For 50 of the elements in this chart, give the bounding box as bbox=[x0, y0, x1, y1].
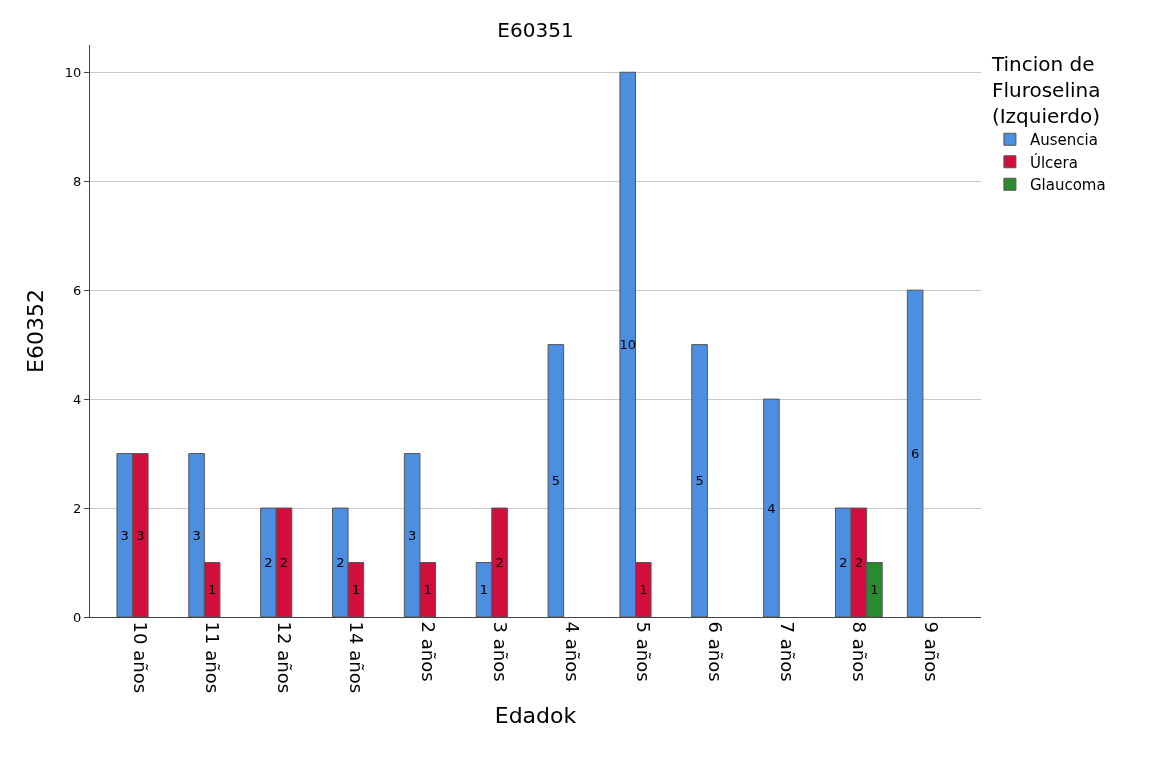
data-label: 4 bbox=[767, 500, 776, 516]
x-tick-label: 10 años bbox=[130, 621, 152, 694]
x-tick-label: 11 años bbox=[202, 621, 224, 694]
data-label: 1 bbox=[870, 582, 879, 598]
y-tick-label: 6 bbox=[73, 282, 82, 298]
x-tick-label: 12 años bbox=[274, 621, 296, 694]
data-label: 2 bbox=[264, 555, 273, 571]
data-label: 1 bbox=[208, 582, 217, 598]
bar bbox=[547, 344, 565, 617]
data-label: 3 bbox=[192, 527, 201, 543]
data-label: 5 bbox=[551, 473, 560, 489]
data-label: 3 bbox=[408, 527, 417, 543]
data-label: 10 bbox=[619, 337, 636, 353]
x-tick-label: 5 años bbox=[633, 621, 655, 682]
data-label: 1 bbox=[423, 582, 432, 598]
x-tick-label: 14 años bbox=[346, 621, 368, 694]
chart-title: E60351 bbox=[497, 17, 574, 42]
x-tick-label: 2 años bbox=[417, 621, 439, 682]
y-tick-label: 10 bbox=[64, 64, 82, 80]
y-tick-label: 4 bbox=[73, 391, 82, 407]
bar bbox=[763, 398, 780, 617]
data-label: 3 bbox=[120, 527, 129, 543]
legend-label: Glaucoma bbox=[1029, 176, 1106, 195]
legend-title: Tincion de Fluroselina (Izquierdo) bbox=[990, 52, 1101, 128]
data-label: 2 bbox=[336, 555, 345, 571]
y-axis-title: E60352 bbox=[22, 289, 48, 373]
legend-label: Úlcera bbox=[1029, 152, 1078, 172]
data-label: 3 bbox=[136, 527, 145, 543]
data-label: 1 bbox=[639, 582, 648, 598]
data-label: 1 bbox=[479, 582, 489, 598]
x-tick-label: 6 años bbox=[705, 621, 727, 682]
data-label: 2 bbox=[279, 555, 289, 571]
bar bbox=[906, 289, 924, 617]
x-tick-label: 8 años bbox=[849, 621, 870, 682]
legend-label: Ausencia bbox=[1029, 131, 1098, 150]
x-tick-label: 7 años bbox=[777, 621, 799, 682]
y-tick-label: 2 bbox=[73, 500, 82, 516]
x-tick-label: 4 años bbox=[561, 621, 583, 682]
bar bbox=[691, 344, 708, 617]
data-label: 6 bbox=[910, 446, 920, 462]
x-axis-title: Edadok bbox=[494, 702, 577, 728]
data-label: 2 bbox=[854, 555, 863, 571]
x-tick-label: 9 años bbox=[920, 621, 942, 682]
data-label: 2 bbox=[495, 555, 504, 571]
y-tick-label: 8 bbox=[73, 173, 82, 189]
data-label: 2 bbox=[839, 555, 848, 571]
x-tick-label: 3 años bbox=[489, 621, 511, 682]
data-label: 1 bbox=[351, 582, 361, 598]
y-tick-label: 0 bbox=[73, 609, 82, 625]
data-label: 5 bbox=[695, 473, 704, 489]
